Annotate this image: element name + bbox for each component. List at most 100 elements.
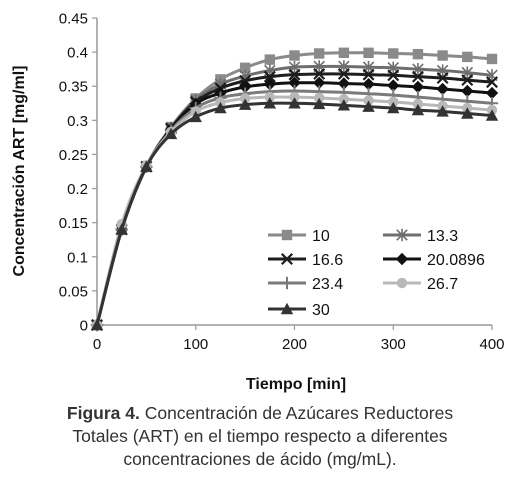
data-point xyxy=(387,101,400,114)
data-point xyxy=(263,77,277,91)
data-point xyxy=(436,105,449,117)
data-point xyxy=(412,48,424,60)
data-point xyxy=(263,70,276,83)
legend-label: 23.4 xyxy=(312,276,343,293)
data-point xyxy=(485,86,499,100)
legend-item-26.7: 26.7 xyxy=(383,276,458,293)
data-point xyxy=(486,53,498,65)
caption-text-line2: Totales (ART) en el tiempo respecto a di… xyxy=(72,426,448,446)
y-axis-ticks: 0 0.05 0.1 0.15 0.2 0.25 0.3 0.35 0.4 0.45 xyxy=(59,11,97,335)
legend-item-30: 30 xyxy=(268,302,330,319)
legend-item-16.6: 16.6 xyxy=(268,252,343,269)
data-point xyxy=(264,54,276,65)
data-point xyxy=(388,48,399,59)
caption-text-line1: Concentración de Azúcares Reductores xyxy=(139,403,454,423)
series-30 xyxy=(90,97,499,331)
legend-swatch-marker xyxy=(396,277,408,289)
legend-label: 30 xyxy=(312,302,330,319)
series-23.4 xyxy=(90,84,499,332)
data-point xyxy=(214,101,227,114)
y-tick-label: 0.45 xyxy=(59,11,88,28)
data-point xyxy=(189,110,202,123)
y-tick-label: 0.3 xyxy=(67,113,88,130)
x-tick-label: 0 xyxy=(93,336,101,353)
legend-label: 20.0896 xyxy=(427,252,485,269)
legend-label: 16.6 xyxy=(312,252,343,269)
data-point xyxy=(140,160,153,172)
data-point xyxy=(437,50,448,61)
data-point xyxy=(313,67,326,80)
figure-caption: Figura 4. Concentración de Azúcares Redu… xyxy=(0,402,520,471)
y-tick-label: 0.25 xyxy=(59,147,88,164)
legend-swatch-marker xyxy=(281,229,293,241)
data-point xyxy=(362,100,375,112)
legend-label: 26.7 xyxy=(427,276,458,293)
series-layer xyxy=(90,47,499,332)
x-tick-label: 400 xyxy=(479,336,504,353)
x-tick-label: 200 xyxy=(282,336,307,353)
data-point xyxy=(461,74,474,87)
y-tick-label: 0.1 xyxy=(67,249,88,266)
data-point xyxy=(312,97,326,110)
legend-item-23.4: 23.4 xyxy=(268,276,343,293)
caption-label: Figura 4. xyxy=(66,403,140,423)
data-point xyxy=(337,67,350,80)
legend-label: 10 xyxy=(312,228,330,245)
y-tick-label: 0.2 xyxy=(67,181,88,198)
y-tick-label: 0 xyxy=(80,318,88,335)
legend-item-10: 10 xyxy=(268,228,330,245)
data-point xyxy=(288,68,301,81)
data-point xyxy=(387,69,400,82)
data-point xyxy=(289,50,300,61)
x-axis-ticks: 0 100 200 300 400 xyxy=(93,325,505,353)
data-point xyxy=(337,77,351,90)
data-point xyxy=(238,80,252,94)
data-point xyxy=(461,84,474,98)
data-point xyxy=(486,76,498,89)
legend-swatch-marker xyxy=(280,302,294,315)
data-point xyxy=(90,318,104,331)
x-tick-label: 300 xyxy=(381,336,406,353)
data-point xyxy=(363,47,374,58)
y-tick-label: 0.05 xyxy=(59,283,88,300)
legend-label: 13.3 xyxy=(427,228,458,245)
legend-swatch-marker xyxy=(396,228,408,242)
data-point xyxy=(239,62,251,74)
y-tick-label: 0.35 xyxy=(59,79,88,96)
legend-swatch-marker xyxy=(281,253,293,265)
data-point xyxy=(362,68,375,81)
data-point xyxy=(436,72,449,85)
legend-item-20.0896: 20.0896 xyxy=(383,252,485,269)
data-point xyxy=(338,47,350,58)
legend-item-13.3: 13.3 xyxy=(383,228,458,245)
data-point xyxy=(387,79,400,92)
y-axis-label: Concentración ART [mg/ml] xyxy=(11,66,28,277)
caption-text-line3: concentraciones de ácido (mg/mL). xyxy=(123,449,397,469)
data-point xyxy=(238,98,252,110)
data-point xyxy=(462,51,473,63)
data-point xyxy=(288,97,301,109)
y-tick-label: 0.15 xyxy=(59,215,88,232)
data-point xyxy=(313,48,325,59)
legend-swatch-marker xyxy=(395,252,409,266)
data-point xyxy=(115,223,128,235)
data-point xyxy=(288,76,301,90)
data-point xyxy=(411,103,425,116)
data-point xyxy=(411,70,424,83)
x-axis-label: Tiempo [min] xyxy=(246,376,346,393)
data-point xyxy=(411,80,425,94)
data-point xyxy=(164,127,178,140)
data-point xyxy=(312,76,326,90)
series-20.0896 xyxy=(90,76,499,332)
legend: 10 13.3 16.6 20.0896 23.4 26.7 30 xyxy=(268,228,485,319)
data-point xyxy=(485,109,499,121)
legend-swatch-marker xyxy=(280,276,294,290)
x-tick-label: 100 xyxy=(183,336,208,353)
data-point xyxy=(337,99,351,111)
data-point xyxy=(436,82,449,96)
data-point xyxy=(362,77,375,91)
line-chart: 0 0.05 0.1 0.15 0.2 0.25 0.3 0.35 0.4 0.45 0 100 20… xyxy=(11,11,505,394)
series-26.7 xyxy=(91,91,498,331)
data-point xyxy=(263,97,277,109)
y-tick-label: 0.4 xyxy=(67,45,88,62)
